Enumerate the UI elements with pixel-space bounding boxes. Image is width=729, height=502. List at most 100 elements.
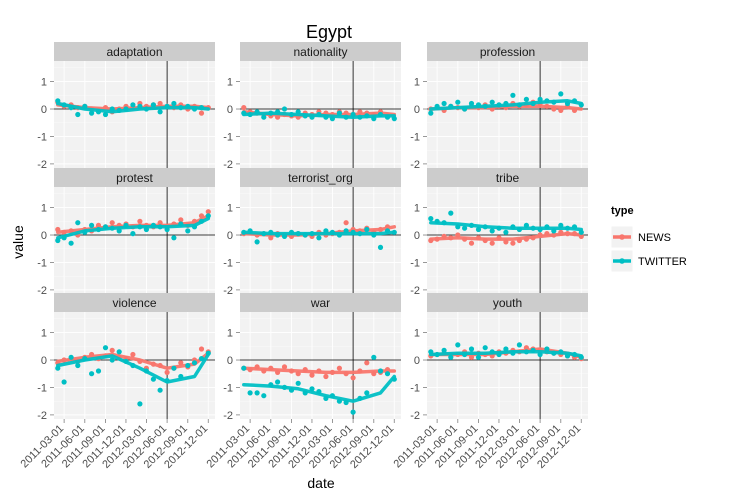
y-tick-label: 0 [414,230,420,242]
twitter-point [448,354,454,360]
news-point [357,368,363,374]
news-point [247,367,253,373]
twitter-point [428,216,434,222]
news-point [489,240,495,246]
panel-violence: violence10-1-22011-03-012011-06-012011-0… [19,293,215,471]
news-point [496,235,502,241]
twitter-point [428,349,434,355]
twitter-point [523,222,530,228]
twitter-point [441,100,447,107]
twitter-point [171,100,177,107]
news-point [377,226,384,233]
twitter-point [489,99,495,105]
twitter-point [137,103,143,109]
twitter-point [350,111,356,118]
panel-background [427,312,588,419]
twitter-point [95,226,102,233]
y-tick-label: -1 [37,257,47,269]
legend-entry-label: TWITTER [638,256,687,268]
twitter-point [377,368,384,374]
legend-entries: NEWS TWITTER [610,225,687,273]
facet-strip [240,168,401,187]
twitter-point [191,106,198,112]
news-point [323,373,329,380]
y-tick-label: -2 [37,285,47,297]
facet-strip-label: adaptation [106,45,162,59]
twitter-point [68,240,74,246]
twitter-point [377,111,384,118]
twitter-point [275,379,281,385]
twitter-point [254,239,260,245]
panel-background [240,312,401,419]
y-tick-label: -2 [410,285,420,297]
twitter-point [309,231,315,237]
twitter-point [384,228,391,234]
panel-war: war10-1-22011-03-012011-06-012011-09-012… [205,293,401,471]
news-point [350,375,356,381]
y-tick-label: -1 [223,382,233,394]
twitter-point [571,351,578,358]
twitter-point [343,399,349,406]
twitter-point [503,229,509,235]
news-point [384,367,391,373]
twitter-point [462,225,468,231]
twitter-point [578,354,584,360]
twitter-point [178,373,184,380]
news-point [61,357,67,363]
y-tick-label: 0 [414,104,420,116]
twitter-point [544,224,550,230]
twitter-point [137,401,143,407]
news-point [558,229,564,235]
y-tick-label: -1 [223,131,233,143]
twitter-point [241,365,247,371]
twitter-point [441,220,447,226]
twitter-point [475,102,482,108]
twitter-point [571,98,578,104]
twitter-point [261,393,267,399]
legend-key-point [619,258,625,264]
twitter-point [496,351,502,358]
y-tick-label: 1 [414,203,420,215]
y-tick-label: -1 [223,257,233,269]
y-tick-label: 1 [41,328,47,340]
twitter-point [391,229,397,235]
twitter-point [357,231,363,237]
legend-entry-news: NEWS [610,225,671,249]
news-point [205,209,211,215]
legend: type NEWS TWITTER [610,205,687,273]
twitter-point [571,224,578,230]
twitter-point [323,114,329,120]
twitter-point [558,222,564,228]
twitter-point [185,103,191,109]
y-tick-label: -1 [37,382,47,394]
news-point [510,240,516,246]
y-tick-label: 1 [41,77,47,89]
twitter-point [455,342,461,348]
panel-terrorist-org: terrorist_org 1 0 -1 -2 [223,168,401,297]
twitter-point [316,235,322,241]
twitter-point [89,222,95,228]
twitter-point [191,224,198,230]
twitter-point [350,409,356,415]
twitter-point [434,351,440,358]
facet-strip-label: youth [493,296,522,310]
twitter-point [198,105,205,111]
twitter-point [75,220,81,226]
twitter-point [530,225,536,231]
news-point [268,365,274,371]
news-point [102,105,109,111]
twitter-point [275,232,281,238]
twitter-point [247,228,253,234]
twitter-point [558,349,564,355]
twitter-point [178,221,184,227]
twitter-point [302,390,308,396]
news-point [468,240,475,246]
news-point [275,369,281,375]
twitter-point [268,382,274,388]
twitter-point [336,110,342,116]
twitter-point [455,224,461,230]
twitter-point [336,232,342,238]
news-point [89,351,95,358]
panel-background [427,61,588,168]
twitter-point [254,109,260,115]
